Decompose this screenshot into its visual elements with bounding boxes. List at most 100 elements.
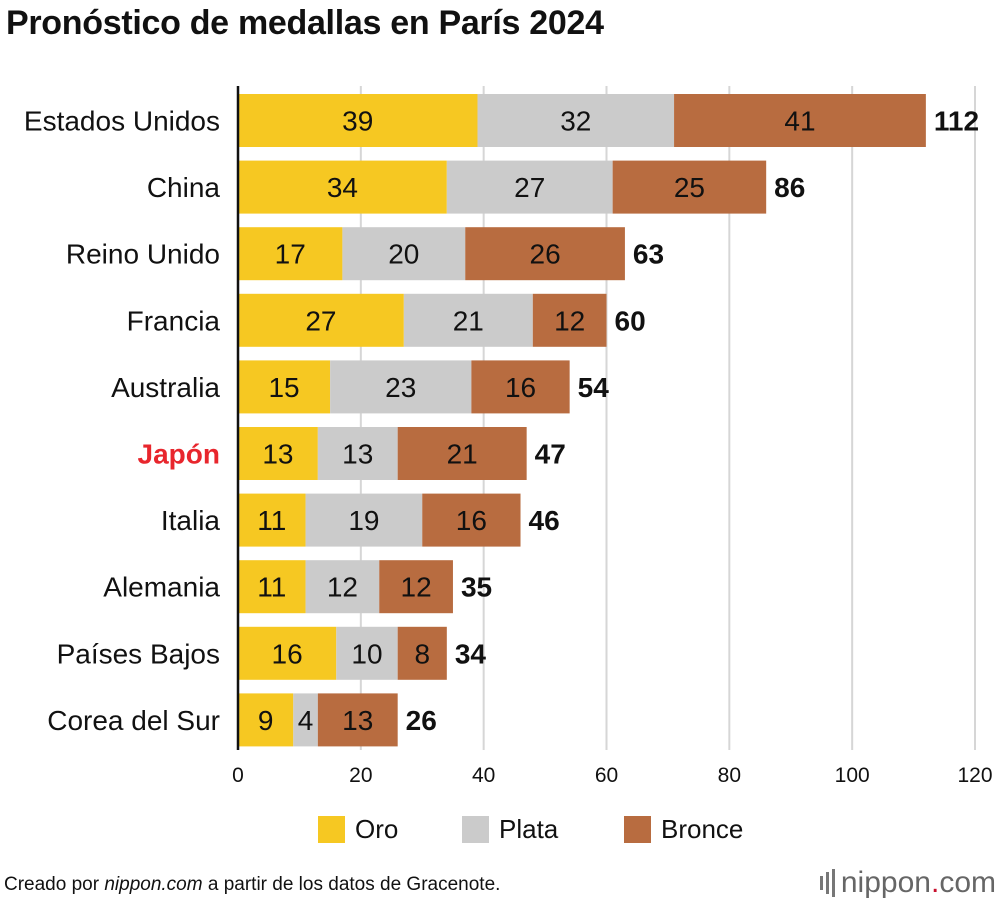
bar-value-label: 23 [385,372,416,403]
footer-source: nippon.com [104,874,203,895]
bar-value-label: 27 [305,305,336,336]
bar-reino-unido-plata [342,227,466,281]
x-tick-label: 100 [835,764,870,787]
bar-value-label: 9 [258,705,274,736]
category-label: Francia [127,305,221,336]
legend-swatch-plata [462,816,489,843]
total-label: 60 [615,305,646,336]
total-label: 112 [934,106,979,137]
legend-label-oro: Oro [355,814,398,844]
bar-value-label: 13 [262,439,293,470]
bar-value-label: 12 [327,572,358,603]
logo-bars-icon [819,869,835,897]
bar-china-bronce [612,160,767,214]
axis-layer: 0 20 40 60 80 100 120 [232,86,993,787]
bar-reino-unido-bronce [465,227,625,281]
bar-value-label: 25 [674,172,705,203]
bar-alemania-oro [238,560,306,614]
category-label: China [147,172,221,203]
bar-value-label: 41 [784,106,815,137]
category-label: Japón [138,439,220,470]
bar-paises-bajos-plata [336,626,398,680]
bar-australia-bronce [471,360,570,414]
total-label: 35 [461,572,492,603]
total-label: 34 [455,638,487,669]
bar-francia-oro [238,293,404,347]
total-label: 54 [578,372,610,403]
bar-italia-oro [238,493,306,547]
nippon-logo: nippon.com [819,866,996,900]
bar-value-label: 13 [342,439,373,470]
total-label: 46 [529,505,560,536]
bar-corea-del-sur-bronce [317,693,398,747]
bar-japon-bronce [397,427,527,480]
bar-australia-plata [330,360,472,414]
category-label: Países Bajos [57,638,220,669]
bar-alemania-plata [305,560,380,614]
x-tick-label: 120 [957,764,992,787]
legend-label-plata: Plata [499,814,559,844]
x-tick-label: 0 [232,764,244,787]
bar-china-oro [238,160,447,214]
bar-value-label: 27 [514,172,545,203]
legend-label-bronce: Bronce [661,814,743,844]
bar-value-label: 12 [401,572,432,603]
total-label: 63 [633,239,664,270]
bar-italia-plata [305,493,423,547]
total-label: 47 [535,439,566,470]
bar-italia-bronce [422,493,521,547]
category-label: Corea del Sur [47,705,220,736]
source-credit: Creado por nippon.com a partir de los da… [4,874,500,896]
bar-reino-unido-oro [238,227,343,281]
bar-australia-oro [238,360,331,414]
bar-value-label: 11 [257,505,286,536]
category-label: Australia [111,372,220,403]
bar-value-label: 10 [351,638,382,669]
bar-value-label: 13 [342,705,373,736]
bar-value-label: 39 [342,106,373,137]
bar-value-label: 4 [298,705,314,736]
x-tick-label: 80 [718,764,741,787]
bar-value-label: 16 [505,372,536,403]
bar-value-label: 26 [530,239,561,270]
bar-value-label: 15 [268,372,299,403]
legend-swatch-bronce [624,816,651,843]
bar-estados-unidos-plata [477,94,675,147]
footer-suffix: a partir de los datos de Gracenote. [202,874,501,895]
bars-layer [238,94,926,747]
x-tick-label: 20 [349,764,372,787]
bar-japon-oro [238,427,318,480]
bar-paises-bajos-oro [238,626,337,680]
bar-francia-bronce [532,293,607,347]
category-label: Italia [161,505,221,536]
bar-value-label: 11 [257,572,286,603]
legend-swatch-oro [318,816,345,843]
bar-value-label: 12 [554,305,585,336]
total-label: 26 [406,705,437,736]
bar-estados-unidos-oro [238,94,478,147]
bar-value-label: 17 [275,239,306,270]
bar-corea-del-sur-plata [293,693,318,747]
bar-corea-del-sur-oro [238,693,294,747]
category-label: Estados Unidos [24,106,220,137]
bar-value-label: 16 [456,505,487,536]
chart-legend: Oro Plata Bronce [318,814,743,844]
chart-title: Pronóstico de medallas en París 2024 [6,4,604,42]
x-tick-label: 40 [472,764,495,787]
bar-value-label: 21 [447,439,478,470]
bar-estados-unidos-bronce [674,94,926,147]
logo-tld: com [939,866,996,899]
category-label: Alemania [103,572,220,603]
bar-francia-plata [403,293,533,347]
category-label: Reino Unido [66,239,220,270]
logo-dot: . [930,866,940,899]
footer-prefix: Creado por [4,874,105,895]
bar-value-label: 20 [388,239,419,270]
bar-value-label: 32 [560,106,591,137]
total-label: 86 [774,172,805,203]
bar-value-label: 34 [327,172,358,203]
bar-japon-plata [317,427,398,480]
bar-paises-bajos-bronce [397,626,447,680]
